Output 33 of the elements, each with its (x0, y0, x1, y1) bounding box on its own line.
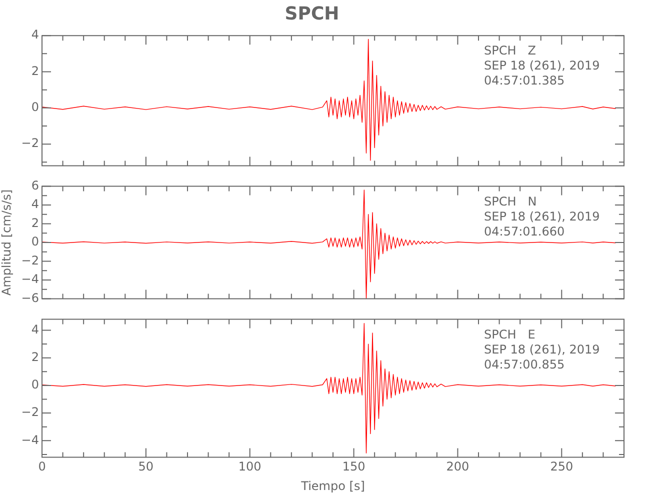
y-tick-label: −2 (21, 405, 39, 420)
annotation: 04:57:00.855 (484, 357, 565, 372)
annotation: 04:57:01.385 (484, 74, 565, 88)
y-tick-label: 4 (31, 197, 39, 212)
annotation: SEP 18 (261), 2019 (484, 342, 600, 356)
x-tick-label: 50 (138, 460, 154, 474)
y-tick-label: 6 (31, 178, 39, 192)
y-tick-label: −4 (21, 432, 39, 447)
annotation: SEP 18 (261), 2019 (484, 209, 600, 224)
y-tick-label: 2 (31, 216, 39, 230)
x-tick-label: 150 (342, 460, 366, 474)
y-tick-label: −4 (21, 272, 39, 286)
y-tick-label: 4 (31, 28, 39, 42)
y-axis-title: Amplitud [cm/s/s] (0, 189, 14, 296)
x-tick-label: 250 (550, 460, 574, 474)
y-tick-label: 0 (31, 378, 39, 392)
annotation: SPCH Z (484, 44, 536, 58)
x-axis-title: Tiempo [s] (300, 478, 365, 493)
y-tick-label: 0 (31, 100, 39, 114)
y-tick-label: −2 (21, 136, 39, 150)
y-tick-label: 2 (31, 350, 39, 364)
annotation: 04:57:01.660 (484, 224, 565, 238)
y-tick-label: −2 (21, 253, 39, 268)
y-tick-label: 4 (31, 322, 39, 336)
annotation: SPCH E (484, 327, 536, 342)
annotation: SEP 18 (261), 2019 (484, 58, 600, 73)
y-tick-label: −6 (21, 290, 39, 305)
y-tick-label: 2 (31, 64, 39, 78)
x-tick-label: 200 (446, 460, 470, 474)
y-tick-label: 0 (31, 234, 39, 249)
annotation: SPCH N (484, 194, 537, 208)
chart-title: SPCH (284, 3, 340, 24)
x-tick-label: 100 (238, 460, 262, 474)
